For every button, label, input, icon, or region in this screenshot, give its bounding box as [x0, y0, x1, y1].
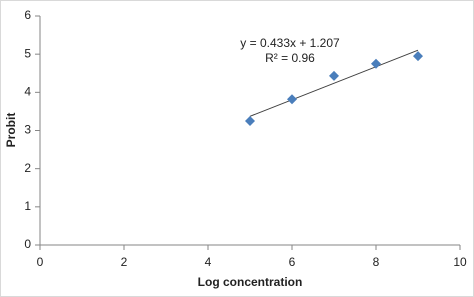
y-axis-title: Probit: [4, 113, 18, 148]
data-point: [245, 115, 255, 126]
x-tick-label: 0: [37, 255, 44, 269]
data-point: [287, 94, 297, 105]
data-point: [371, 58, 381, 69]
y-tick-label: 4: [24, 85, 31, 99]
x-tick-label: 4: [205, 255, 212, 269]
trendline: [249, 49, 419, 117]
y-tick-label: 3: [24, 123, 31, 137]
x-tick-label: 8: [373, 255, 380, 269]
x-tick-label: 2: [121, 255, 128, 269]
y-tick-label: 6: [24, 8, 31, 22]
data-point: [413, 51, 423, 62]
x-tick-label: 6: [289, 255, 296, 269]
data-point: [329, 70, 339, 81]
r-squared: R² = 0.96: [265, 51, 315, 65]
y-tick-label: 5: [24, 46, 31, 60]
x-tick-label: 10: [453, 255, 467, 269]
x-axis-title: Log concentration: [198, 275, 303, 289]
trendline-equation: y = 0.433x + 1.207: [240, 36, 340, 50]
y-tick-label: 2: [24, 161, 31, 175]
y-tick-label: 1: [24, 199, 31, 213]
y-tick-label: 0: [24, 237, 31, 251]
